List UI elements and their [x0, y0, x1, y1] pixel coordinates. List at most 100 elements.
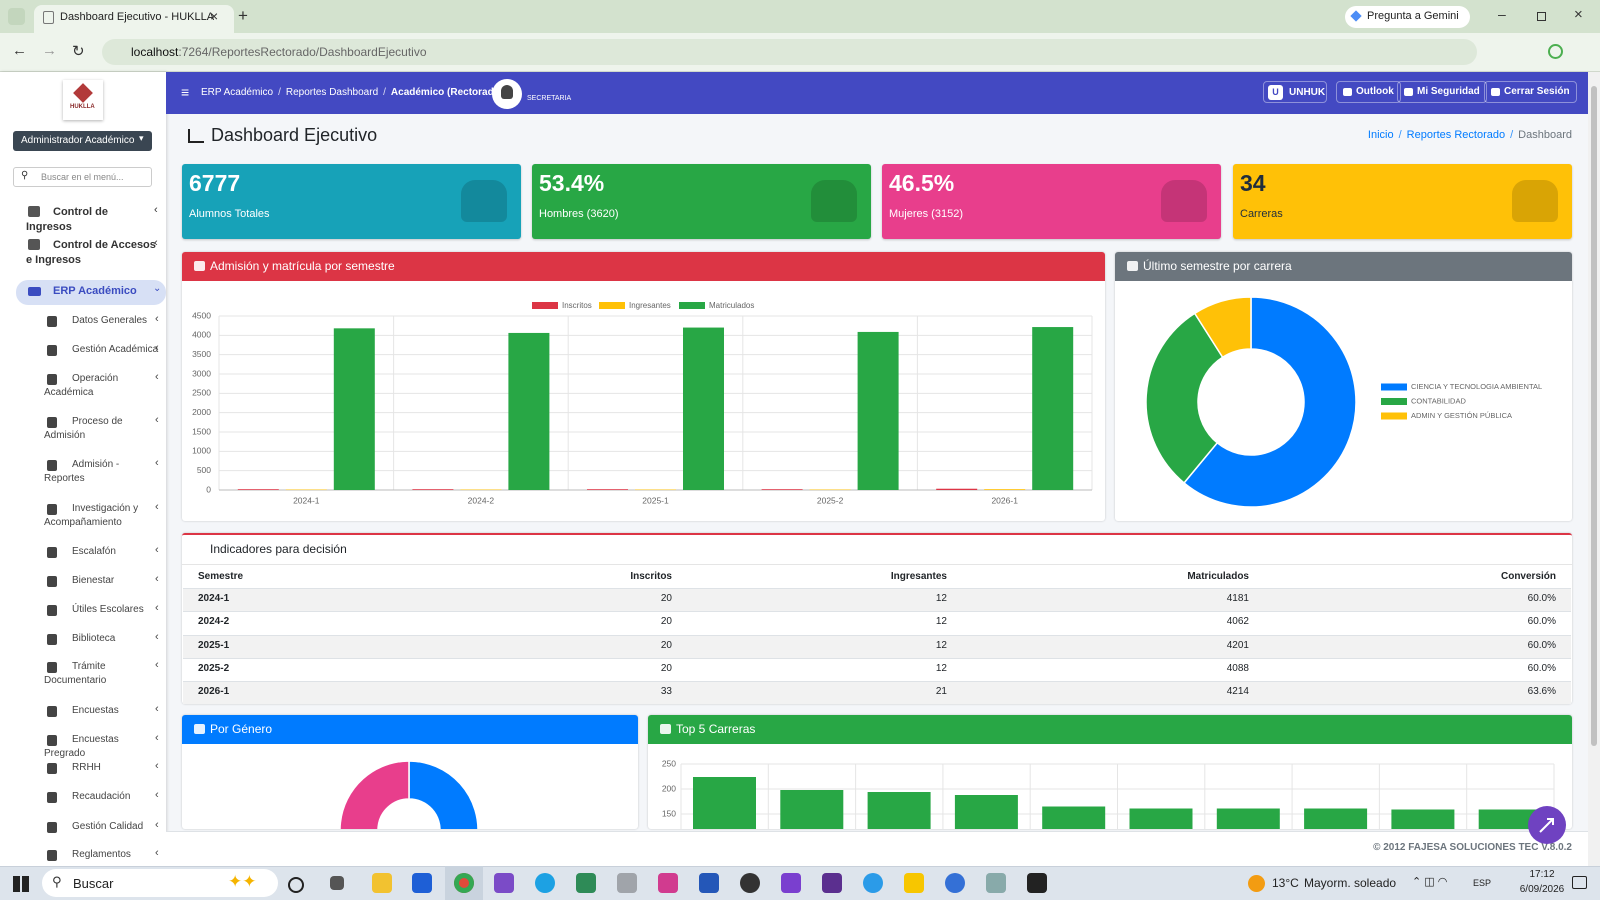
chrome[interactable] [454, 873, 474, 893]
minimize[interactable]: – [1498, 6, 1506, 22]
search-placeholder: Buscar en el menú... [41, 172, 124, 182]
submenu-item[interactable]: Encuestas Pregrado [44, 734, 119, 759]
table-cell: 2025-2 [198, 663, 230, 674]
submenu-caret: ‹ [155, 789, 159, 801]
sticky-notes[interactable] [904, 873, 924, 893]
app-9[interactable] [863, 873, 883, 893]
menu-item-active[interactable]: ERP Académico [53, 285, 137, 297]
submenu-caret: ‹ [155, 732, 159, 744]
submenu-item[interactable]: Admisión - Reportes [44, 459, 120, 484]
notifications[interactable] [1572, 876, 1587, 889]
forward[interactable]: → [42, 42, 57, 59]
app-8[interactable] [822, 873, 842, 893]
submenu-caret: ‹ [155, 544, 159, 556]
unhuk-label: UNHUK [1289, 87, 1326, 98]
app-2[interactable] [494, 873, 514, 893]
menu-icon [28, 206, 40, 217]
app-11[interactable] [986, 873, 1006, 893]
kpi-icon [811, 180, 857, 222]
submenu-item[interactable]: Proceso de Admisión [44, 416, 123, 441]
page-breadcrumb: InicioReportes RectoradoDashboard [1368, 129, 1572, 141]
submenu-item[interactable]: Reglamentos [72, 849, 131, 860]
new-tab[interactable]: + [238, 6, 248, 25]
taskbar-search[interactable] [42, 869, 278, 897]
menu-search[interactable] [13, 167, 152, 187]
menu-caret: ⌄ [153, 283, 162, 294]
submenu-caret: ‹ [155, 847, 159, 859]
submenu-item[interactable]: Bienestar [72, 575, 115, 586]
profile[interactable] [1548, 44, 1563, 59]
submenu-icon [47, 792, 57, 803]
table-cell: 2024-2 [198, 616, 230, 627]
tab-menu[interactable] [8, 8, 25, 25]
gemini-button[interactable] [1345, 6, 1470, 28]
submenu-icon [47, 822, 57, 833]
submenu-item[interactable]: Encuestas [72, 705, 119, 716]
submenu-item[interactable]: Biblioteca [72, 633, 116, 644]
taskbar-search-label: Buscar [73, 876, 114, 891]
kpi-box: 34 Carreras [1233, 164, 1572, 239]
submenu-icon [47, 634, 57, 645]
submenu-item[interactable]: Recaudación [72, 791, 131, 802]
app-6[interactable] [699, 873, 719, 893]
submenu-item[interactable]: Gestión Académica [72, 344, 159, 355]
submenu-icon [47, 605, 57, 616]
submenu-item[interactable]: Operación Académica [44, 373, 119, 398]
submenu-item[interactable]: Investigación y Acompañamiento [44, 503, 139, 528]
breadcrumb-item[interactable]: Reportes Rectorado [1407, 129, 1519, 141]
task-view[interactable] [288, 877, 304, 893]
table-cell: 63.6% [1527, 686, 1556, 697]
submenu-icon [47, 706, 57, 717]
table-row [183, 634, 1571, 658]
language[interactable]: ESP [1473, 878, 1492, 888]
back[interactable]: ← [12, 42, 27, 59]
logout-button[interactable]: Cerrar Sesión [1484, 81, 1577, 103]
card-header: Indicadores para decisión [182, 535, 1572, 565]
outlook-button[interactable]: Outlook [1336, 81, 1401, 103]
kpi-label: Alumnos Totales [189, 208, 270, 220]
menu-item[interactable]: Control de Accesos e Ingresos [26, 239, 156, 266]
app-7[interactable] [740, 873, 760, 893]
submenu-item[interactable]: Escalafón [72, 546, 116, 557]
app-4[interactable] [617, 873, 637, 893]
breadcrumb-item[interactable]: Reportes Dashboard [286, 87, 391, 98]
hamburger[interactable]: ≡ [181, 84, 190, 100]
kpi-icon [1161, 180, 1207, 222]
visual-studio[interactable] [781, 873, 801, 893]
explorer[interactable] [372, 873, 392, 893]
table-cell: 4062 [1226, 616, 1249, 627]
menu-item[interactable]: Control de Ingresos [26, 206, 108, 233]
terminal[interactable] [1027, 873, 1047, 893]
address-bar[interactable] [102, 39, 1477, 65]
breadcrumb-item[interactable]: ERP Académico [201, 87, 286, 98]
submenu-item[interactable]: Gestión Calidad [72, 821, 144, 832]
page-title: Dashboard Ejecutivo [211, 125, 378, 145]
tab-strip [0, 0, 1600, 33]
app-5[interactable] [658, 873, 678, 893]
tray-icons[interactable]: ⌃ ◫ ◠ [1412, 876, 1448, 888]
reload[interactable]: ↻ [72, 43, 85, 60]
submenu-item[interactable]: Útiles Escolares [72, 604, 144, 615]
app-3[interactable] [576, 873, 596, 893]
security-button[interactable]: Mi Seguridad [1397, 81, 1487, 103]
app-10[interactable] [945, 873, 965, 893]
close-window[interactable]: × [1574, 6, 1583, 23]
submenu-item[interactable]: Trámite Documentario [44, 661, 107, 686]
table-cell: 20 [660, 640, 672, 651]
start-button[interactable] [13, 876, 29, 892]
breadcrumb-item[interactable]: Inicio [1368, 129, 1407, 141]
edge[interactable] [535, 873, 555, 893]
unhuk-button[interactable] [1263, 81, 1327, 103]
widgets[interactable] [330, 876, 344, 890]
scrollbar-thumb[interactable] [1591, 86, 1597, 746]
app-1[interactable] [412, 873, 432, 893]
restore[interactable] [1537, 12, 1546, 21]
role-select[interactable] [13, 131, 152, 151]
tab-close[interactable]: × [210, 8, 219, 24]
submenu-item[interactable]: Datos Generales [72, 315, 148, 326]
active-tab[interactable] [34, 5, 234, 33]
active-menu-pill[interactable] [16, 280, 166, 305]
kpi-box: 53.4% Hombres (3620) [532, 164, 871, 239]
submenu-item[interactable]: RRHH [72, 762, 101, 773]
gemini-label: Pregunta a Gemini [1367, 10, 1459, 22]
